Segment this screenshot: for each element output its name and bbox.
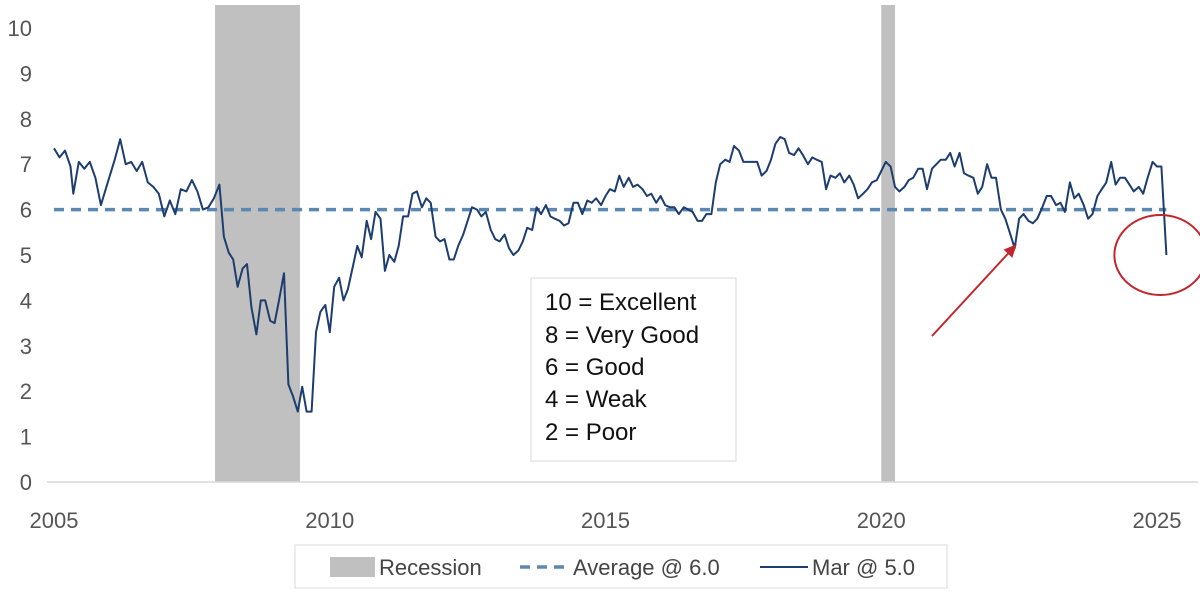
y-tick-label: 0 [20, 470, 32, 495]
y-axis-ticks: 0 1 2 3 4 5 6 7 8 9 10 [8, 16, 32, 495]
y-tick-label: 7 [20, 152, 32, 177]
annotation-line-3: 6 = Good [545, 354, 644, 381]
x-tick-label: 2010 [305, 508, 354, 533]
highlight-layer [931, 214, 1200, 337]
legend-label-series: Mar @ 5.0 [812, 555, 915, 580]
red-arrow [931, 253, 1009, 337]
legend-swatch-recession [330, 557, 375, 577]
x-tick-label: 2005 [30, 508, 79, 533]
x-tick-label: 2015 [581, 508, 630, 533]
y-tick-label: 6 [20, 198, 32, 223]
red-highlight-circle [1113, 214, 1200, 296]
recession-band-1 [215, 5, 300, 482]
x-tick-label: 2020 [857, 508, 906, 533]
y-tick-label: 9 [20, 61, 32, 86]
red-arrow-head [1003, 244, 1017, 258]
y-tick-label: 3 [20, 334, 32, 359]
annotation-line-2: 8 = Very Good [545, 322, 699, 349]
y-tick-label: 1 [20, 425, 32, 450]
annotation-line-4: 4 = Weak [545, 386, 648, 413]
legend: Recession Average @ 6.0 Mar @ 5.0 [294, 544, 948, 589]
y-tick-label: 4 [20, 288, 32, 313]
x-tick-label: 2025 [1133, 508, 1182, 533]
y-tick-label: 5 [20, 243, 32, 268]
annotation-line-5: 2 = Poor [545, 419, 636, 446]
y-tick-label: 2 [20, 379, 32, 404]
recession-layer [215, 5, 896, 482]
annotation-line-1: 10 = Excellent [545, 289, 697, 316]
legend-label-recession: Recession [379, 555, 482, 580]
recession-band-2 [881, 5, 896, 482]
annotation-box: 10 = Excellent 8 = Very Good 6 = Good 4 … [530, 277, 737, 462]
y-tick-label: 10 [8, 16, 32, 41]
series-line-mar [53, 136, 1168, 413]
y-tick-label: 8 [20, 107, 32, 132]
legend-label-average: Average @ 6.0 [573, 555, 720, 580]
x-axis-ticks: 2005 2010 2015 2020 2025 [30, 508, 1182, 533]
